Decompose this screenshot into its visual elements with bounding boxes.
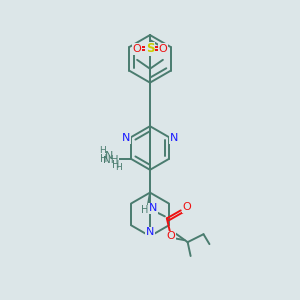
Text: N: N xyxy=(169,133,178,143)
Text: O: O xyxy=(182,202,191,212)
Text: NH: NH xyxy=(103,155,118,165)
Text: H: H xyxy=(141,206,149,215)
Text: H: H xyxy=(100,154,107,164)
Text: N: N xyxy=(122,133,130,143)
Text: H: H xyxy=(112,160,119,170)
Text: O: O xyxy=(158,44,167,54)
Text: N: N xyxy=(149,203,157,214)
Text: O: O xyxy=(133,44,142,54)
Text: O: O xyxy=(167,231,175,241)
Text: N: N xyxy=(146,227,154,237)
Text: H: H xyxy=(99,146,106,155)
Text: H: H xyxy=(115,163,122,172)
Text: S: S xyxy=(146,42,154,56)
Text: N: N xyxy=(105,151,113,161)
